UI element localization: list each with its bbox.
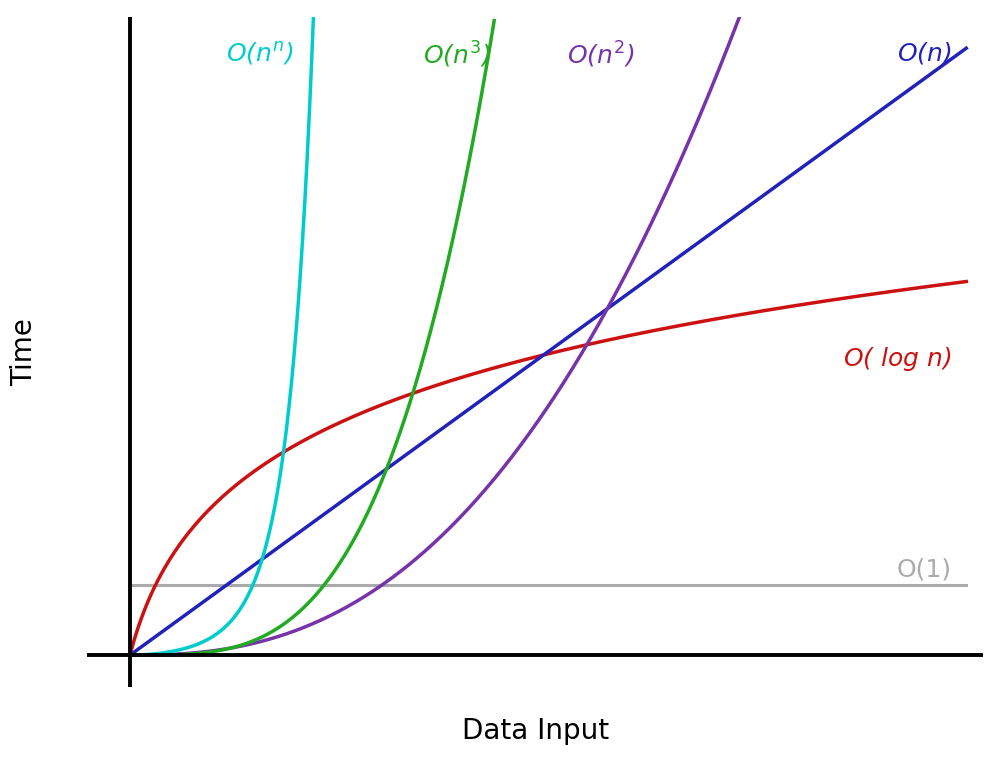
- Text: O(1): O(1): [897, 558, 952, 581]
- Text: O($n$): O($n$): [897, 40, 952, 66]
- Text: O($n^3$): O($n^3$): [423, 40, 491, 70]
- Text: Time: Time: [10, 318, 38, 386]
- Text: Data Input: Data Input: [462, 717, 609, 745]
- Text: O($n^2$): O($n^2$): [567, 40, 634, 70]
- Text: O( log $n$): O( log $n$): [843, 345, 952, 373]
- Text: O($n^n$): O($n^n$): [226, 40, 294, 67]
